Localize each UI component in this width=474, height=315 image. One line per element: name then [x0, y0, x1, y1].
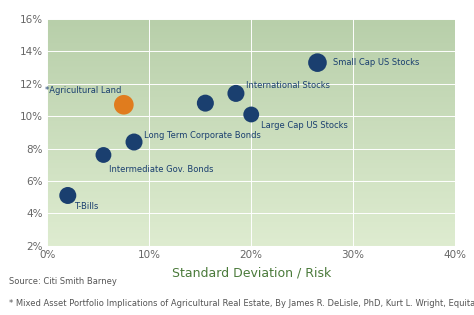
X-axis label: Standard Deviation / Risk: Standard Deviation / Risk — [172, 267, 331, 280]
Point — [247, 112, 255, 117]
Point — [130, 140, 138, 145]
Text: * Mixed Asset Portfolio Implications of Agricultural Real Estate, By James R. De: * Mixed Asset Portfolio Implications of … — [9, 299, 474, 308]
Text: Large Cap US Stocks: Large Cap US Stocks — [262, 121, 348, 130]
Point — [232, 91, 240, 96]
Point — [120, 102, 128, 107]
Point — [100, 152, 107, 158]
Text: Source: Citi Smith Barney: Source: Citi Smith Barney — [9, 277, 118, 286]
Text: International Stocks: International Stocks — [246, 81, 330, 90]
Point — [314, 60, 321, 65]
Text: *Agricultural Land: *Agricultural Land — [46, 86, 122, 95]
Point — [201, 100, 209, 106]
Text: Long Term Corporate Bonds: Long Term Corporate Bonds — [144, 131, 261, 140]
Text: T-Bills: T-Bills — [74, 202, 98, 211]
Text: Small Cap US Stocks: Small Cap US Stocks — [333, 58, 419, 67]
Text: Intermediate Gov. Bonds: Intermediate Gov. Bonds — [109, 165, 213, 174]
Point — [64, 193, 72, 198]
